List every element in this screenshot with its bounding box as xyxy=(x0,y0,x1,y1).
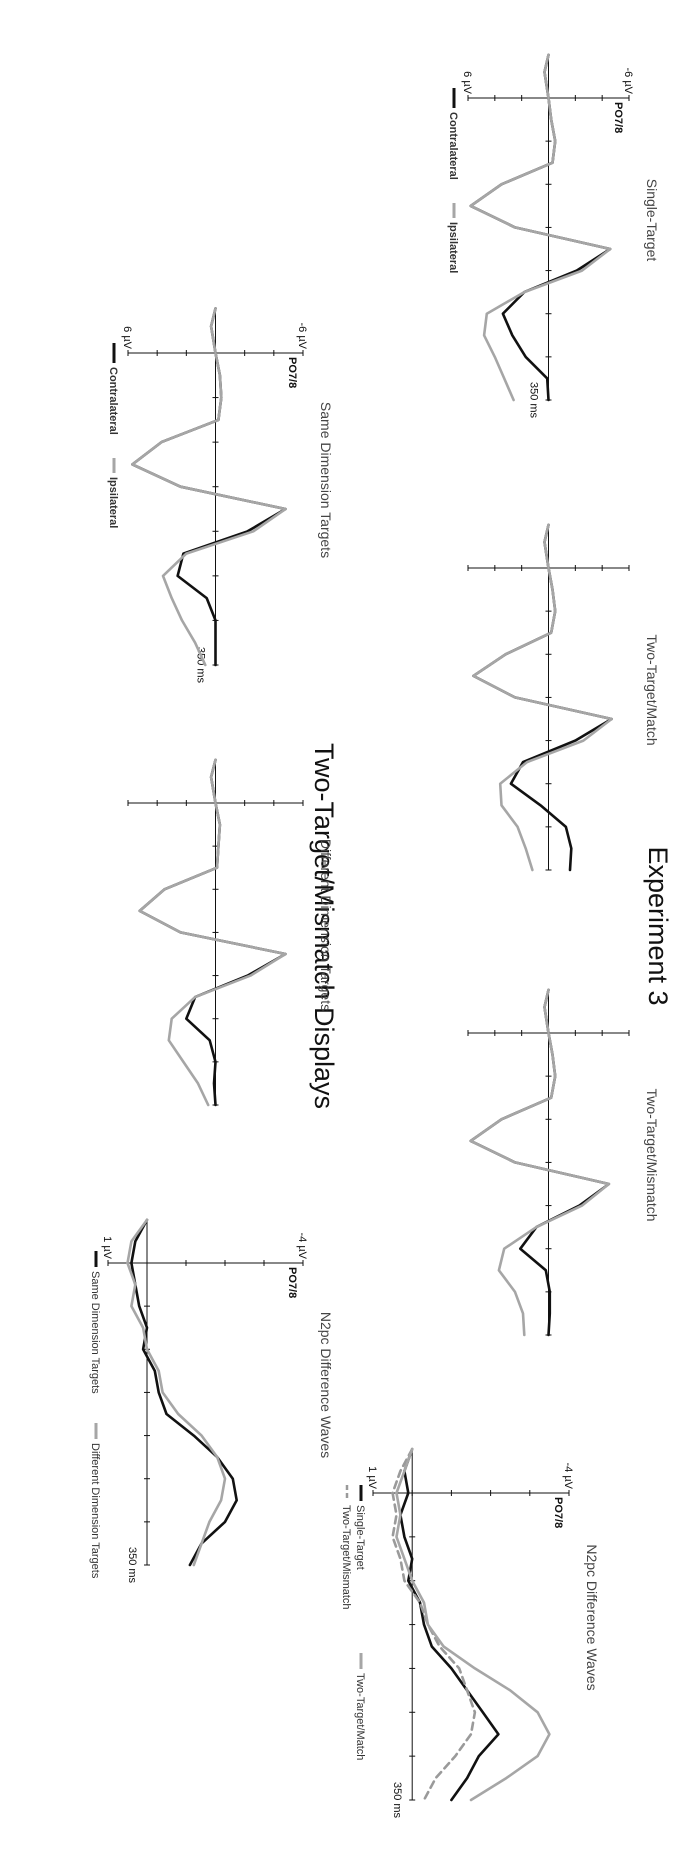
y-top-label: -6 µV xyxy=(296,322,308,349)
legend-label: Contralateral xyxy=(447,112,459,180)
panel-different-dimension-targets: Different Dimension Targets xyxy=(127,758,334,1107)
series-line-two-target-match xyxy=(395,1447,551,1802)
series-line-contralateral xyxy=(131,307,287,667)
channel-label: PO7/8 xyxy=(286,1267,298,1298)
panel-title: Single-Target xyxy=(644,179,660,262)
legend-label: Two-Target/Match xyxy=(354,1673,366,1760)
series-line-contralateral xyxy=(472,523,613,872)
legend-label: Different Dimension Targets xyxy=(89,1443,101,1579)
y-bottom-label: 1 µV xyxy=(101,1236,113,1260)
legend-label: Same Dimension Targets xyxy=(89,1271,101,1394)
y-top-label: -4 µV xyxy=(562,1462,574,1489)
panel-two-target-match: Two-Target/Match xyxy=(467,523,660,872)
figure-title: Experiment 3 xyxy=(643,846,673,1005)
panel-n2pc-difference-waves-exp3: N2pc Difference Waves -4 µV 1 µV PO7/8 350 m… xyxy=(340,1447,600,1819)
panel-title: N2pc Difference Waves xyxy=(318,1312,334,1458)
series-line-ipsilateral xyxy=(131,307,287,667)
panel-title: Two-Target/Mismatch xyxy=(644,1088,660,1221)
x-end-label: 350 ms xyxy=(528,382,540,419)
legend-label: Ipsilateral xyxy=(107,477,119,528)
panels-group: Single-Target -6 µV 6 µV PO7/8 350 ms Contral… xyxy=(89,53,660,1819)
series-line-two-target-mismatch xyxy=(391,1447,477,1802)
y-bottom-label: 6 µV xyxy=(121,326,133,350)
series-line-ipsilateral xyxy=(138,758,287,1107)
x-end-label: 350 ms xyxy=(391,1782,403,1819)
panel-title: Different Dimension Targets xyxy=(318,839,334,1011)
panel-n2pc-difference-waves-dims: N2pc Difference Waves -4 µV 1 µV PO7/8 350 m… xyxy=(89,1218,334,1584)
legend: Contralateral Ipsilateral xyxy=(107,343,119,528)
panel-title: Two-Target/Match xyxy=(644,634,660,745)
legend: Contralateral Ipsilateral xyxy=(447,88,459,273)
series-line-different-dimension-targets xyxy=(126,1218,227,1567)
y-top-label: -6 µV xyxy=(622,67,634,94)
panel-title: N2pc Difference Waves xyxy=(584,1544,600,1690)
panel-single-target: Single-Target -6 µV 6 µV PO7/8 350 ms Contral… xyxy=(447,53,660,419)
legend-label: Ipsilateral xyxy=(447,222,459,273)
y-bottom-label: 6 µV xyxy=(461,71,473,95)
channel-label: PO7/8 xyxy=(612,102,624,133)
channel-label: PO7/8 xyxy=(552,1497,564,1528)
figure-subtitle: Two-Target/Mismatch Displays xyxy=(309,743,339,1109)
series-line-contralateral xyxy=(469,988,611,1337)
series-line-ipsilateral xyxy=(469,988,611,1337)
legend-label: Two-Target/Mismatch xyxy=(340,1505,352,1610)
legend-label: Single-Target xyxy=(354,1505,366,1570)
x-end-label: 350 ms xyxy=(195,647,207,684)
y-top-label: -4 µV xyxy=(296,1232,308,1259)
x-end-label: 350 ms xyxy=(126,1547,138,1584)
series-line-ipsilateral xyxy=(469,53,612,402)
panel-title: Same Dimension Targets xyxy=(318,402,334,558)
channel-label: PO7/8 xyxy=(286,357,298,388)
y-bottom-label: 1 µV xyxy=(366,1466,378,1490)
series-line-single-target xyxy=(399,1447,500,1802)
legend-label: Contralateral xyxy=(107,367,119,435)
series-line-ipsilateral xyxy=(472,523,613,872)
legend: Same Dimension Targets Different Dimensio… xyxy=(89,1251,101,1579)
panel-two-target-mismatch: Two-Target/Mismatch xyxy=(467,988,660,1337)
panel-same-dimension-targets: Same Dimension Targets -6 µV 6 µV PO7/8 350 … xyxy=(107,307,334,684)
